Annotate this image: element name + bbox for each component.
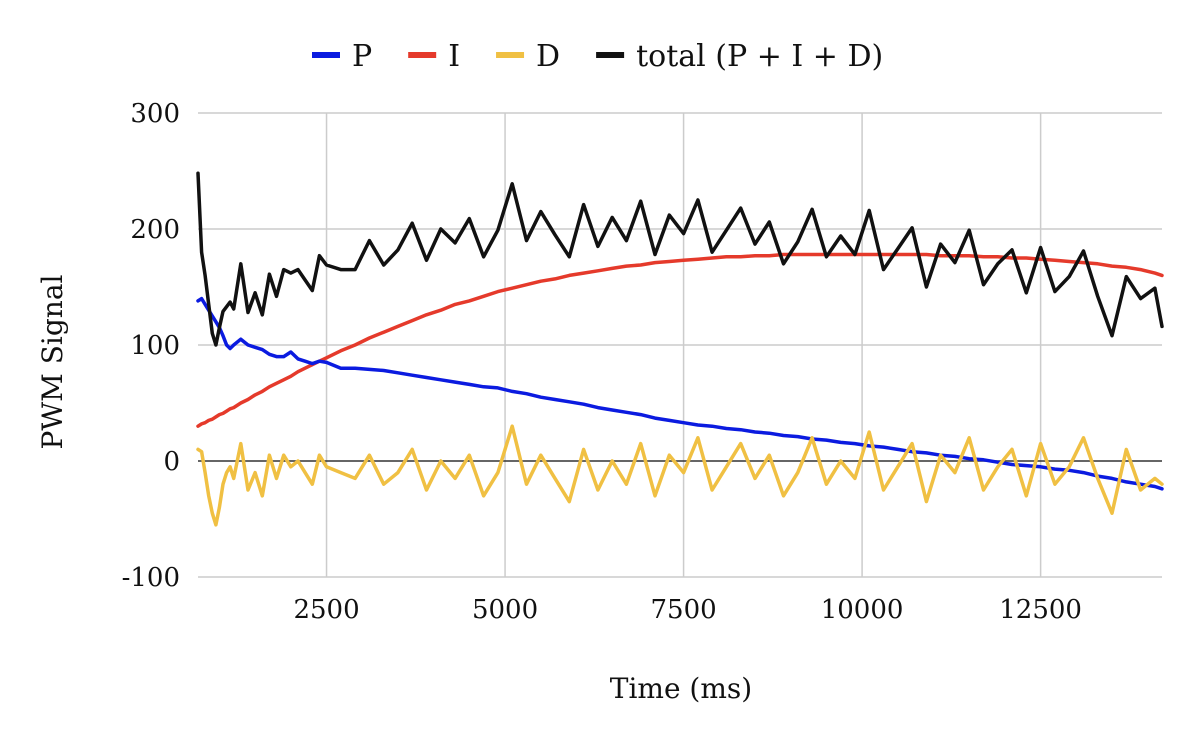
legend-label-d: D (536, 39, 560, 74)
x-tick-label: 12500 (999, 595, 1082, 625)
legend-label-i: I (448, 39, 460, 74)
y-tick-label: 300 (130, 99, 180, 129)
y-tick-label: 0 (163, 447, 180, 477)
series-line-i (196, 252, 1164, 428)
y-tick-label: 100 (130, 331, 180, 361)
x-tick-label: 2500 (293, 595, 359, 625)
x-axis-ticks: 2500 5000 7500 10000 12500 (293, 595, 1082, 625)
gridlines (198, 112, 1162, 578)
x-tick-label: 5000 (472, 595, 538, 625)
y-axis-ticks: -100 0 100 200 300 (122, 99, 180, 593)
y-tick-label: 200 (130, 215, 180, 245)
legend-label-p: P (352, 39, 372, 74)
y-axis-title: PWM Signal (36, 274, 69, 449)
legend-label-total: total (P + I + D) (636, 39, 883, 74)
series-line-total (196, 171, 1164, 347)
y-tick-label: -100 (122, 563, 180, 593)
x-tick-label: 10000 (821, 595, 904, 625)
series-line-d (196, 424, 1164, 527)
series-lines (196, 171, 1164, 527)
x-axis-title: Time (ms) (610, 672, 752, 705)
x-tick-label: 7500 (650, 595, 716, 625)
